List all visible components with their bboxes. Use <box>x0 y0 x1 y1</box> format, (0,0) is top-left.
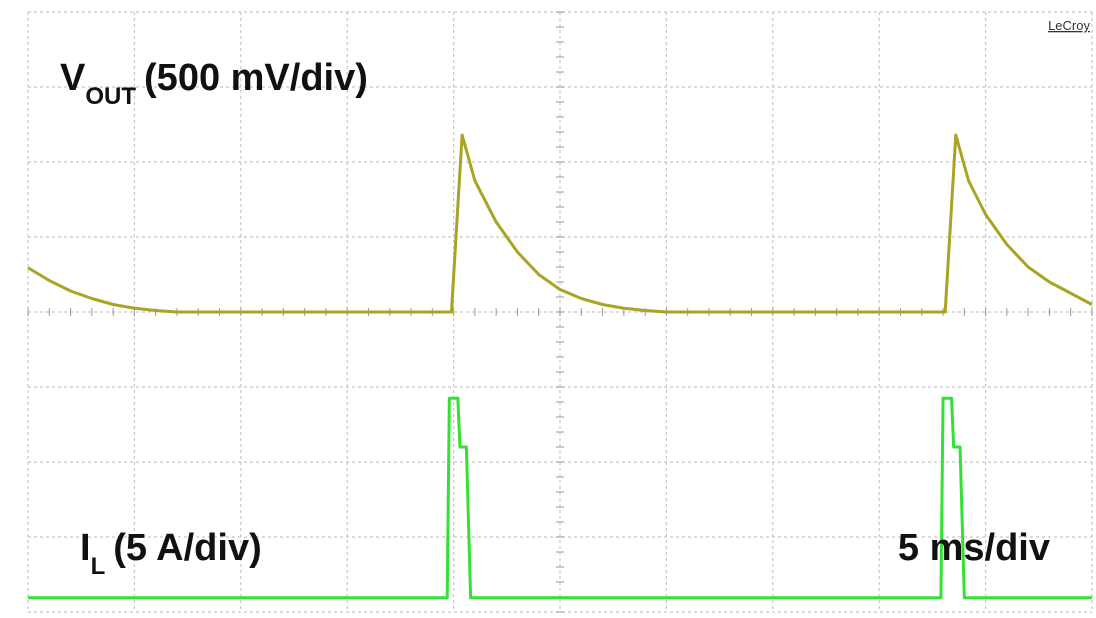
label-subscript: L <box>91 553 106 580</box>
timebase-label: 5 ms/div <box>898 527 1050 569</box>
label-text: (500 mV/div) <box>144 57 368 99</box>
label-symbol: I <box>80 527 91 569</box>
label-symbol: V <box>60 57 86 99</box>
label-text: (5 A/div) <box>113 527 262 569</box>
label-subscript: OUT <box>85 83 136 110</box>
scope-screen: LeCroy VOUT (500 mV/div) IL (5 A/div) 5 ms… <box>0 0 1096 618</box>
brand: LeCroy <box>1048 18 1090 33</box>
